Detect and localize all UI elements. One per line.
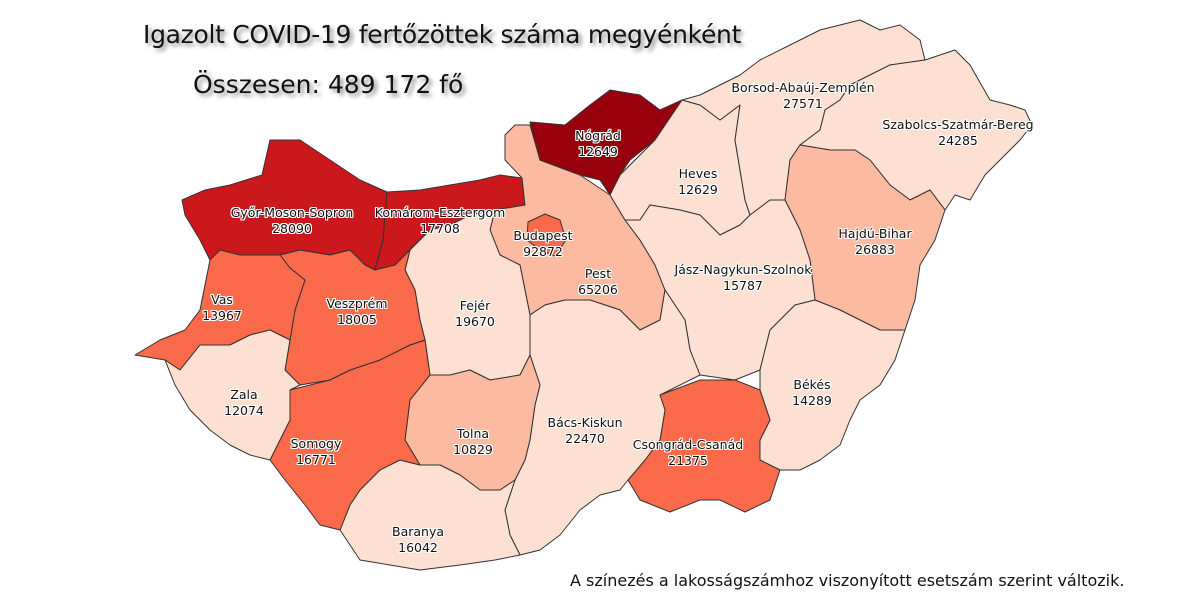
county-cases: 21375 [668, 453, 708, 468]
county-cases: 18005 [337, 312, 377, 327]
county-cases: 12649 [578, 144, 618, 159]
total-cases: Összesen: 489 172 fő [193, 70, 464, 99]
county-name: Komárom-Esztergom [374, 205, 506, 220]
county-name: Heves [678, 166, 718, 181]
county-label-szabolcs: Szabolcs-Szatmár-Bereg 24285 [882, 117, 1033, 149]
county-cases: 28090 [272, 221, 312, 236]
county-label-bacs: Bács-Kiskun 22470 [547, 415, 622, 447]
county-label-zala: Zala 12074 [224, 387, 264, 419]
county-label-heves: Heves 12629 [678, 166, 718, 198]
county-cases: 17708 [420, 221, 460, 236]
color-note: A színezés a lakosságszámhoz viszonyítot… [570, 571, 1125, 590]
county-label-fejer: Fejér 19670 [455, 298, 495, 330]
county-label-borsod: Borsod-Abaúj-Zemplén 27571 [731, 80, 874, 112]
county-name: Szabolcs-Szatmár-Bereg [882, 117, 1034, 132]
county-cases: 26883 [855, 242, 895, 257]
county-zala [164, 329, 301, 461]
county-cases: 22470 [565, 431, 605, 446]
county-name: Borsod-Abaúj-Zemplén [731, 80, 875, 95]
county-label-nograd: Nógrád 12649 [575, 128, 621, 160]
county-label-hajdu: Hajdú-Bihar 26883 [838, 226, 911, 258]
county-label-veszprem: Veszprém 18005 [326, 296, 387, 328]
county-name: Somogy [290, 436, 342, 451]
county-budapest [526, 213, 567, 257]
county-cases: 27571 [783, 96, 823, 111]
map-title: Igazolt COVID-19 fertőzöttek száma megyé… [143, 20, 742, 49]
county-name: Bács-Kiskun [547, 415, 623, 430]
county-label-vas: Vas 13967 [202, 292, 242, 324]
county-label-tolna: Tolna 10829 [453, 426, 493, 458]
county-name: Békés [793, 377, 831, 392]
county-name: Veszprém [326, 296, 388, 311]
county-name: Zala [230, 387, 258, 402]
county-label-komarom: Komárom-Esztergom 17708 [375, 205, 506, 237]
county-label-gyor: Győr-Moson-Sopron 28090 [231, 205, 354, 237]
county-label-baranya: Baranya 16042 [392, 524, 444, 556]
county-label-jnsz: Jász-Nagykun-Szolnok 15787 [675, 262, 812, 294]
county-label-bekes: Békés 14289 [792, 377, 832, 409]
county-name: Győr-Moson-Sopron [230, 205, 354, 220]
county-cases: 14289 [792, 393, 832, 408]
county-name: Csongrád-Csanád [632, 437, 744, 452]
county-cases: 12074 [224, 403, 264, 418]
county-cases: 19670 [455, 314, 495, 329]
county-cases: 92872 [523, 244, 563, 259]
county-bekes [759, 299, 906, 471]
county-name: Baranya [391, 524, 445, 539]
county-name: Vas [211, 292, 233, 307]
county-name: Fejér [459, 298, 491, 313]
county-name: Budapest [513, 228, 573, 243]
county-cases: 65206 [578, 282, 618, 297]
county-cases: 16042 [398, 540, 438, 555]
county-cases: 15787 [723, 278, 763, 293]
county-cases: 13967 [202, 308, 242, 323]
county-cases: 16771 [296, 452, 336, 467]
county-label-budapest: Budapest 92872 [513, 228, 572, 260]
county-name: Hajdú-Bihar [838, 226, 912, 241]
county-cases: 12629 [678, 182, 718, 197]
county-label-somogy: Somogy 16771 [291, 436, 342, 468]
county-name: Nógrád [575, 128, 621, 143]
county-name: Pest [584, 266, 612, 281]
county-name: Jász-Nagykun-Szolnok [674, 262, 812, 277]
county-cases: 24285 [938, 133, 978, 148]
county-cases: 10829 [453, 442, 493, 457]
county-label-csongrad: Csongrád-Csanád 21375 [633, 437, 743, 469]
county-label-pest: Pest 65206 [578, 266, 618, 298]
county-name: Tolna [456, 426, 490, 441]
